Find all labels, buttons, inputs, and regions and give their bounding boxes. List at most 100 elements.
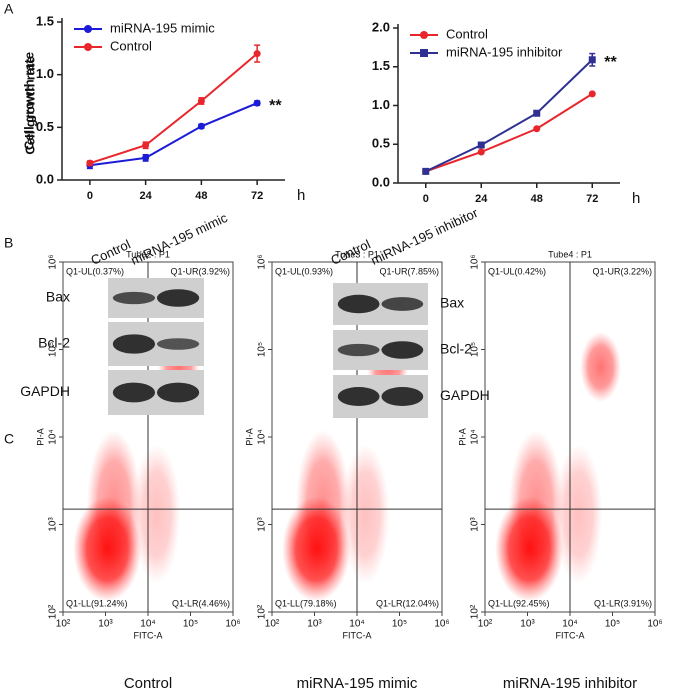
- y-tick-label: 1.0: [36, 66, 54, 81]
- blot-band: [381, 341, 424, 359]
- quadrant-label: Q1-LR(4.46%): [172, 598, 230, 608]
- x-axis-label: h: [632, 190, 640, 207]
- series-line: [89, 52, 258, 165]
- point: [86, 159, 94, 167]
- series-line: [425, 93, 593, 173]
- y-tick-label: 0.0: [372, 174, 390, 189]
- x-tick-label: 24: [140, 190, 153, 202]
- y-tick-label: 2.0: [372, 19, 390, 34]
- y-tick-label: 10⁴: [257, 429, 268, 444]
- y-tick-label: 10⁶: [470, 254, 481, 269]
- y-tick-label: 10³: [257, 517, 268, 532]
- blot-band: [337, 294, 380, 314]
- blot-band: [156, 382, 200, 403]
- quadrant-label: Q1-LL(79.18%): [275, 598, 337, 608]
- y-tick-label: 0.5: [36, 119, 54, 134]
- point: [197, 97, 205, 105]
- x-tick-label: 10⁴: [140, 619, 155, 630]
- x-tick-label: 10⁴: [562, 619, 577, 630]
- caption: miRNA-195 mimic: [297, 675, 418, 692]
- quadrant-label: Q1-LL(92.45%): [488, 598, 550, 608]
- row-label: GAPDH: [20, 383, 70, 399]
- x-tick-label: 10²: [265, 619, 280, 630]
- lane-label: Control: [328, 236, 372, 267]
- x-tick-label: 10³: [307, 619, 322, 630]
- caption: Control: [124, 675, 172, 692]
- point: [422, 167, 430, 175]
- point: [253, 50, 261, 58]
- x-tick-label: 10²: [56, 619, 71, 630]
- legend-label: miRNA-195 inhibitor: [446, 44, 563, 59]
- point: [533, 125, 541, 133]
- annotation: **: [269, 97, 282, 114]
- row-label: Bcl-2: [38, 335, 70, 351]
- panel-label: A: [4, 1, 14, 17]
- y-tick-label: 10²: [257, 604, 268, 619]
- y-axis-label: Cell growth rate: [21, 52, 36, 150]
- x-tick-label: 10³: [520, 619, 535, 630]
- blot-band: [156, 289, 200, 307]
- row-label: Bcl-2: [440, 341, 472, 357]
- point: [477, 141, 485, 149]
- y-axis-label: PI-A: [35, 428, 45, 446]
- x-tick-label: 48: [195, 190, 207, 202]
- y-tick-label: 0.5: [372, 136, 390, 151]
- y-tick-label: 10²: [470, 604, 481, 619]
- quadrant-label: Q1-UL(0.37%): [66, 266, 124, 276]
- blot-band: [381, 297, 424, 311]
- y-tick-label: 10⁴: [48, 429, 59, 444]
- y-tick-label: 10⁴: [470, 429, 481, 444]
- quadrant-label: Q1-LR(3.91%): [594, 598, 652, 608]
- quadrant-label: Q1-UR(3.22%): [592, 266, 652, 276]
- y-tick-label: 10³: [48, 517, 59, 532]
- blot-band: [337, 343, 380, 357]
- quadrant-label: Q1-UR(3.92%): [170, 266, 230, 276]
- blot-band: [337, 387, 380, 406]
- quadrant-label: Q1-UR(7.85%): [379, 266, 439, 276]
- event-cloud: [554, 444, 603, 584]
- y-axis-label: Cell growth rate: [22, 56, 37, 154]
- legend-marker: [420, 49, 428, 57]
- row-label: GAPDH: [440, 387, 490, 403]
- x-axis-label: h: [297, 187, 305, 204]
- x-tick-label: 10⁵: [605, 619, 620, 630]
- y-axis-label: PI-A: [457, 428, 467, 446]
- event-cloud: [341, 444, 390, 584]
- quadrant-label: Q1-UL(0.42%): [488, 266, 546, 276]
- lane-label: miRNA-195 mimic: [128, 210, 230, 268]
- legend-marker: [420, 31, 428, 39]
- quadrant-label: Q1-UL(0.93%): [275, 266, 333, 276]
- y-tick-label: 10⁵: [48, 342, 59, 357]
- x-tick-label: 72: [586, 193, 598, 205]
- row-label: Bax: [440, 295, 464, 311]
- point: [533, 109, 541, 117]
- event-cloud: [86, 430, 142, 584]
- x-tick-label: 24: [475, 193, 488, 205]
- point: [142, 141, 150, 149]
- y-tick-label: 1.5: [372, 58, 390, 73]
- quadrant-label: Q1-LL(91.24%): [66, 598, 128, 608]
- legend-marker: [84, 43, 92, 51]
- y-axis-label: PI-A: [244, 428, 254, 446]
- event-cloud: [132, 444, 181, 584]
- series-line: [89, 102, 258, 167]
- series-line: [425, 59, 593, 173]
- blot-band: [112, 334, 156, 354]
- legend-label: Control: [110, 38, 152, 53]
- event-cloud: [508, 430, 564, 584]
- x-tick-label: 72: [251, 190, 263, 202]
- y-tick-label: 10⁶: [48, 254, 59, 269]
- plot-title: Tube2 : P1: [126, 249, 170, 259]
- x-axis-label: FITC-A: [343, 630, 372, 640]
- x-axis-label: FITC-A: [134, 630, 163, 640]
- legend-marker: [84, 25, 92, 33]
- x-tick-label: 10²: [478, 619, 493, 630]
- x-tick-label: 10⁵: [183, 619, 198, 630]
- x-tick-label: 0: [423, 193, 429, 205]
- x-tick-label: 10⁴: [349, 619, 364, 630]
- y-tick-label: 10²: [48, 604, 59, 619]
- panel-label: C: [4, 431, 14, 447]
- row-label: Bax: [46, 289, 70, 305]
- x-tick-label: 48: [531, 193, 543, 205]
